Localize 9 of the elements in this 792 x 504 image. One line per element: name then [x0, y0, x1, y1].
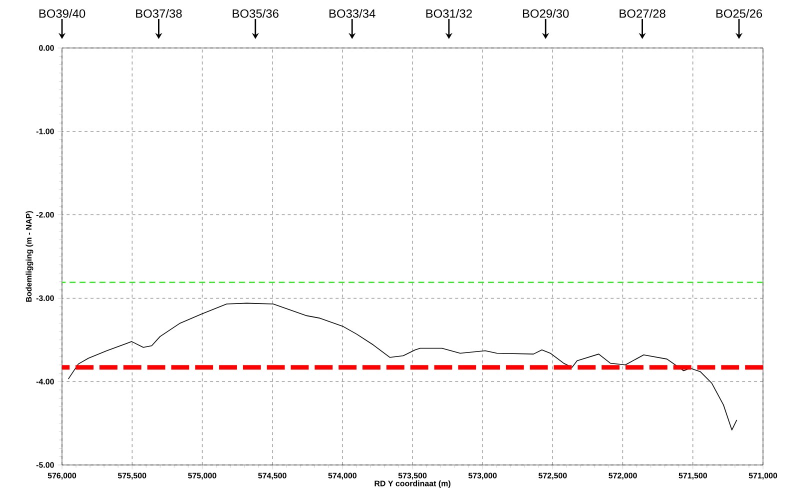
text: BO33/34: [329, 9, 376, 18]
text: BO37/38: [136, 9, 182, 18]
line-series: [68, 302, 738, 430]
text: BO35/36: [232, 9, 278, 18]
text: BO27/28: [620, 9, 666, 18]
text: BO29/30: [522, 9, 569, 18]
text: BO31/32: [426, 9, 472, 18]
text: BO25/26: [716, 9, 762, 18]
text: BO39/40: [39, 9, 86, 18]
